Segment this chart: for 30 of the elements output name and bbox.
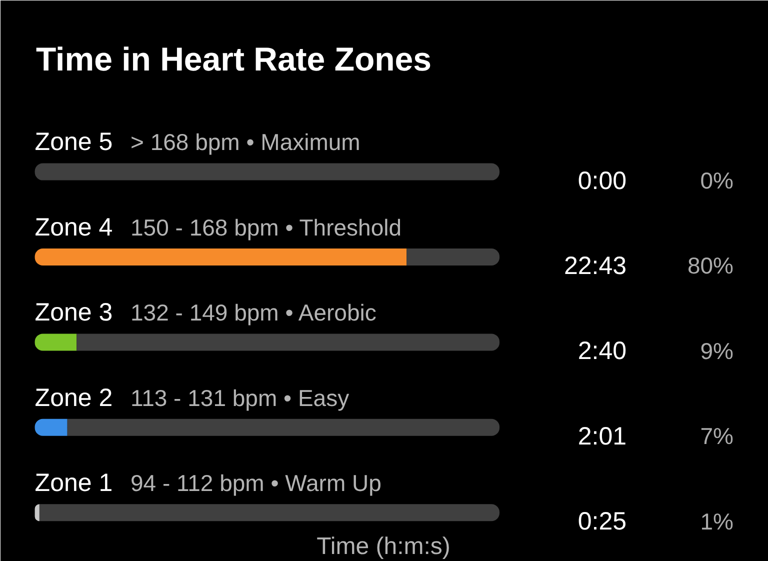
annotation: 132 - 149 bpm • Aerobic: [130, 300, 376, 326]
annotation: 94 - 112 bpm • Warm Up: [130, 470, 382, 496]
y-tick-label: Zone 3: [34, 298, 113, 327]
bar: [34, 418, 68, 436]
data-label: 7%: [700, 423, 734, 450]
y-tick-label: Zone 5: [34, 128, 113, 156]
annotation: 113 - 131 bpm • Easy: [130, 384, 350, 411]
text: 0:00: [578, 166, 627, 195]
text: 2:40: [578, 337, 627, 366]
x-axis-title: Time (h:m:s): [316, 533, 450, 560]
text: 2:01: [578, 422, 627, 450]
text: 22:43: [564, 252, 626, 280]
bar: [406, 248, 500, 266]
bar: [34, 248, 407, 266]
bar: [34, 163, 500, 180]
data-label: 9%: [700, 338, 734, 364]
y-tick-label: Zone 2: [34, 384, 113, 412]
text: 0:25: [578, 508, 627, 536]
annotation: > 168 bpm • Maximum: [130, 129, 360, 156]
bar: [76, 334, 500, 351]
data-label: 1%: [700, 508, 734, 534]
annotation: 150 - 168 bpm • Threshold: [130, 214, 402, 240]
bar: [34, 334, 77, 351]
data-label: 80%: [687, 252, 734, 279]
bar: [39, 504, 500, 522]
bar: [67, 418, 500, 436]
y-tick-label: Zone 1: [34, 469, 113, 497]
data-label: 0%: [700, 168, 734, 194]
chart-title: Time in Heart Rate Zones: [36, 40, 432, 78]
y-tick-label: Zone 4: [34, 213, 113, 242]
